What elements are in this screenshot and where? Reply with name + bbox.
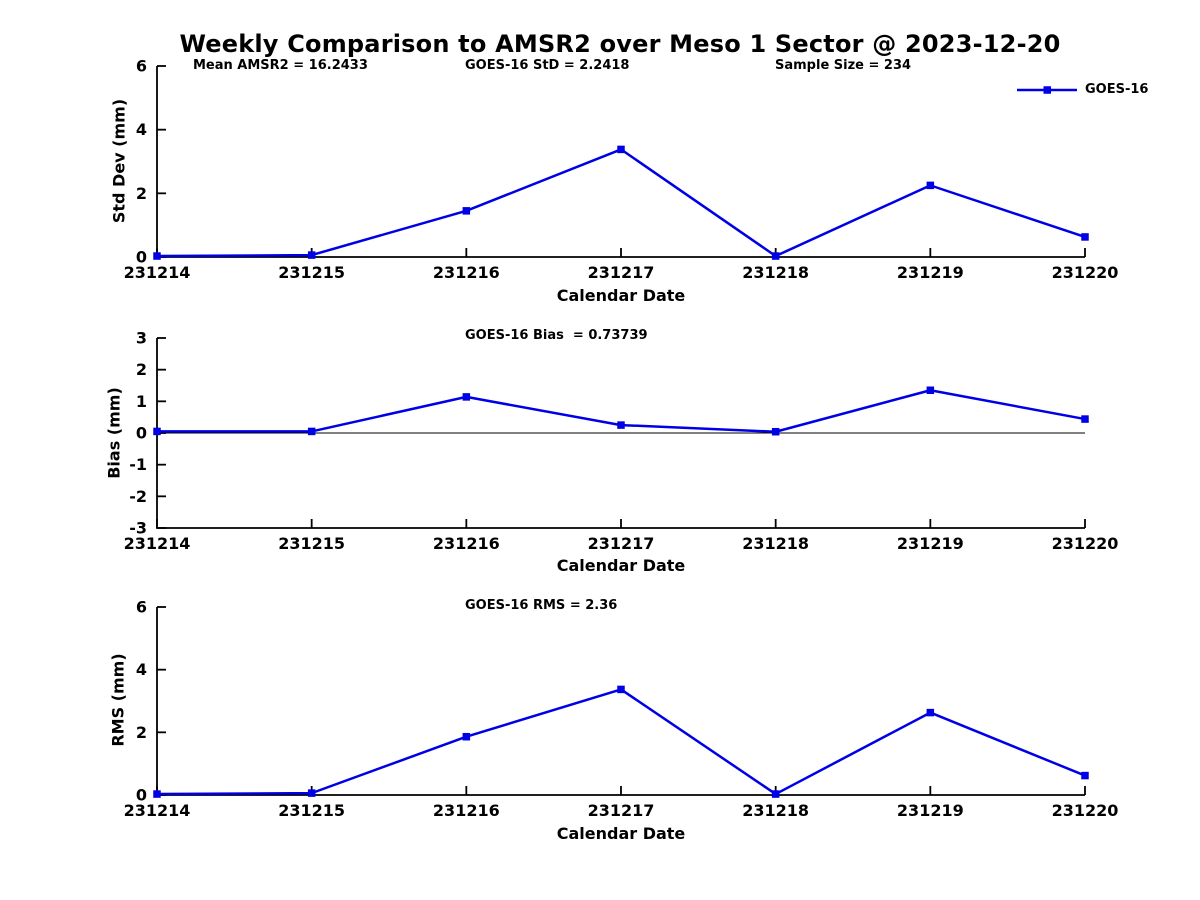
x-tick-label: 231219 (897, 263, 964, 282)
y-tick-label: 0 (136, 424, 147, 443)
annotation-goes16-rms: GOES-16 RMS = 2.36 (465, 598, 618, 613)
x-tick-label: 231219 (897, 534, 964, 553)
data-point-marker (1081, 771, 1089, 780)
x-tick-label: 231214 (124, 263, 191, 282)
y-tick-label: 0 (136, 248, 147, 267)
x-tick-label: 231216 (433, 263, 500, 282)
data-point-marker (771, 252, 780, 260)
x-tick-label: 231217 (588, 263, 655, 282)
y-tick-label: 2 (136, 360, 147, 379)
x-tick-label: 231217 (588, 801, 655, 820)
annotation-sample-size: Sample Size = 234 (775, 58, 912, 73)
data-point-marker (153, 427, 161, 436)
data-point-marker (462, 393, 471, 401)
legend-line-icon (1017, 85, 1077, 94)
legend-label: GOES-16 (1085, 82, 1149, 97)
data-point-marker (617, 421, 625, 429)
x-tick-label: 231217 (588, 534, 655, 553)
bias-x-axis-label: Calendar Date (556, 556, 686, 575)
axes-line (156, 607, 1085, 796)
data-point-marker (771, 790, 780, 798)
data-point-marker (462, 732, 471, 741)
rms-plot: 0 2 4 6 231214 231215 231216 231217 231218 231219… (124, 598, 1119, 821)
data-point-marker (153, 790, 161, 798)
goes16-series-line (156, 688, 1086, 796)
x-tick-label: 231215 (278, 263, 345, 282)
x-tick-label: 231218 (742, 263, 809, 282)
y-tick-label: 6 (136, 57, 147, 76)
x-tick-label: 231220 (1052, 263, 1119, 282)
legend-series-marker (1043, 85, 1051, 94)
x-tick-label: 231220 (1052, 801, 1119, 820)
x-tick-label: 231214 (124, 801, 191, 820)
y-tick-label: 0 (136, 786, 147, 805)
annotation-goes16-std: GOES-16 StD = 2.2418 (465, 58, 630, 73)
data-point-marker (462, 207, 471, 215)
data-point-marker (617, 685, 625, 694)
data-point-marker (1081, 415, 1089, 423)
x-tick-label: 231219 (897, 801, 964, 820)
y-tick-label: -1 (129, 455, 147, 474)
x-tick-label: 231218 (742, 534, 809, 553)
x-tick-label: 231214 (124, 534, 191, 553)
data-point-marker (926, 181, 935, 190)
legend: GOES-16 (1015, 82, 1148, 97)
y-tick-label: 6 (136, 598, 147, 617)
x-tick-label: 231215 (278, 534, 345, 553)
bias-panel: GOES-16 Bias = 0.73739 Bias (mm) -3 -2 -1 0… (0, 325, 1200, 575)
figure-title: Weekly Comparison to AMSR2 over Meso 1 S… (179, 30, 1061, 58)
y-tick-label: -2 (129, 487, 147, 506)
data-point-marker (771, 427, 780, 436)
data-point-marker (153, 252, 161, 260)
stddev-x-axis-label: Calendar Date (556, 286, 686, 305)
annotation-goes16-bias: GOES-16 Bias = 0.73739 (465, 328, 648, 343)
y-tick-label: 2 (136, 184, 147, 203)
y-tick-label: 4 (136, 120, 147, 139)
stddev-plot: 0 2 4 6 231214 231215 231216 231217 231218 231219… (124, 57, 1119, 283)
y-tick-label: 1 (136, 392, 147, 411)
rms-x-axis-label: Calendar Date (556, 824, 686, 843)
x-tick-label: 231220 (1052, 534, 1119, 553)
x-tick-label: 231218 (742, 801, 809, 820)
goes16-series-line (156, 148, 1086, 258)
y-tick-label: -3 (129, 519, 147, 538)
data-point-marker (617, 145, 625, 154)
annotation-mean-amsr2: Mean AMSR2 = 16.2433 (193, 58, 368, 73)
y-tick-label: 3 (136, 329, 147, 348)
data-point-marker (926, 708, 935, 717)
data-point-marker (1081, 233, 1089, 241)
data-point-marker (307, 789, 316, 797)
data-point-marker (307, 427, 316, 436)
y-tick-label: 2 (136, 723, 147, 742)
data-point-marker (926, 386, 935, 394)
stddev-panel: Mean AMSR2 = 16.2433 GOES-16 StD = 2.241… (0, 55, 1200, 306)
x-tick-label: 231215 (278, 801, 345, 820)
bias-plot: -3 -2 -1 0 1 2 3 231214 231215 231216 231217 231218… (124, 329, 1119, 554)
rms-panel: GOES-16 RMS = 2.36 RMS (mm) 0 2 4 6 231214 23… (0, 595, 1200, 845)
x-tick-label: 231216 (433, 534, 500, 553)
data-point-marker (307, 251, 316, 259)
x-tick-label: 231216 (433, 801, 500, 820)
axes-line (156, 66, 1085, 258)
y-tick-label: 4 (136, 660, 147, 679)
